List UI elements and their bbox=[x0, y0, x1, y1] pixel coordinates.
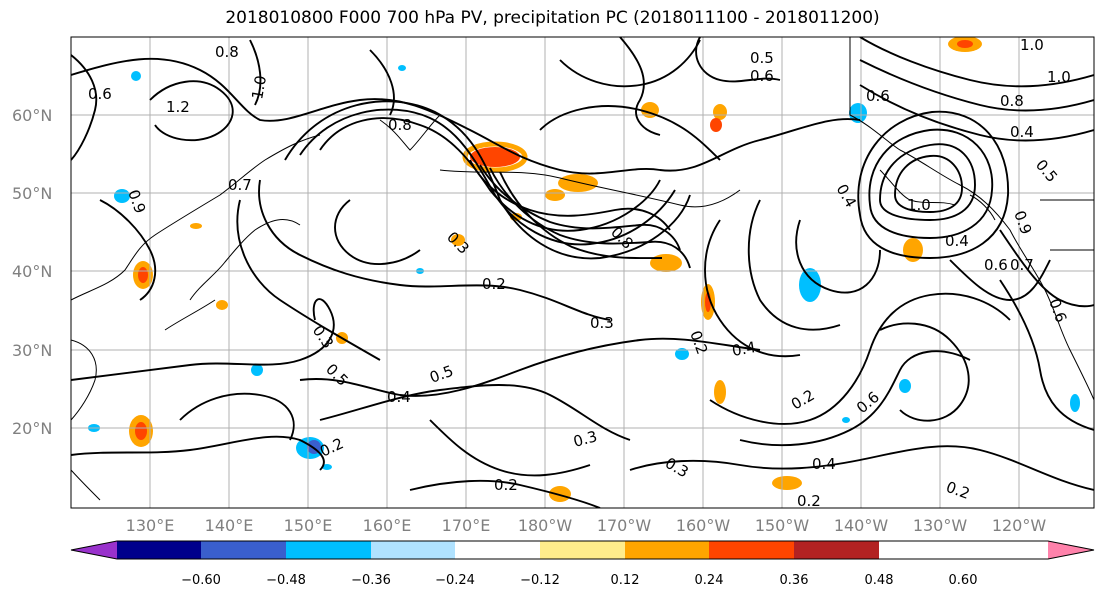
contour-label: 0.2 bbox=[482, 275, 506, 293]
colorbar-outline bbox=[70, 540, 1095, 560]
colorbar-swatch bbox=[455, 541, 540, 559]
pv-contours bbox=[71, 37, 1094, 508]
contour-label: 0.6 bbox=[88, 85, 112, 103]
lon-label: 180°W bbox=[518, 516, 573, 535]
contour-label: 0.8 bbox=[388, 116, 412, 134]
colorbar-tick-label: 0.48 bbox=[865, 573, 894, 588]
lon-label: 150°E bbox=[284, 516, 333, 535]
lat-label: 30°N bbox=[12, 341, 52, 360]
lon-label: 120°W bbox=[992, 516, 1047, 535]
contour-label: 0.2 bbox=[797, 492, 821, 510]
map-frame bbox=[70, 36, 1095, 509]
contour-label: 1.0 bbox=[1020, 36, 1044, 54]
contour-label: 1.0 bbox=[1047, 68, 1071, 86]
contour-label: 1.0 bbox=[907, 196, 931, 214]
coastlines bbox=[71, 37, 1094, 501]
lat-label: 20°N bbox=[12, 419, 52, 438]
lon-label: 160°W bbox=[676, 516, 731, 535]
colorbar-left-extension bbox=[71, 541, 117, 559]
colorbar-tick-label: −0.36 bbox=[351, 573, 391, 588]
contour-label: 0.3 bbox=[590, 314, 614, 332]
colorbar-tick-labels: −0.60 −0.48 −0.36 −0.24 −0.12 0.12 0.24 … bbox=[181, 573, 977, 588]
colorbar-swatch bbox=[286, 541, 371, 559]
colorbar-swatch bbox=[540, 541, 625, 559]
longitude-labels: 130°E 140°E 150°E 160°E 170°E 180°W 170°… bbox=[126, 516, 1047, 535]
contour-label: 0.4 bbox=[387, 388, 411, 406]
lat-label: 40°N bbox=[12, 262, 52, 281]
colorbar-swatch bbox=[117, 541, 201, 559]
contour-label: 0.4 bbox=[812, 455, 836, 473]
precipitation-shading bbox=[88, 37, 1080, 502]
contour-label: 0.7 bbox=[1010, 256, 1034, 274]
lon-label: 150°W bbox=[755, 516, 810, 535]
colorbar-tick-label: 0.36 bbox=[780, 573, 809, 588]
colorbar-tick-label: −0.60 bbox=[181, 573, 221, 588]
colorbar-swatch bbox=[794, 541, 879, 559]
lat-label: 50°N bbox=[12, 184, 52, 203]
colorbar-swatch bbox=[625, 541, 709, 559]
contour-label: 0.6 bbox=[750, 67, 774, 85]
lon-label: 170°E bbox=[442, 516, 491, 535]
latitude-labels: 60°N 50°N 40°N 30°N 20°N bbox=[12, 106, 52, 438]
contour-label: 0.7 bbox=[228, 176, 252, 194]
contour-label: 1.0 bbox=[248, 74, 270, 101]
contour-label: 0.4 bbox=[945, 232, 969, 250]
colorbar-tick-label: −0.24 bbox=[435, 573, 475, 588]
contour-label: 0.6 bbox=[984, 256, 1008, 274]
colorbar-tick-label: 0.24 bbox=[695, 573, 724, 588]
lon-label: 130°W bbox=[913, 516, 968, 535]
contour-label: 1.2 bbox=[166, 98, 190, 116]
lon-label: 170°W bbox=[597, 516, 652, 535]
colorbar-swatch bbox=[371, 541, 455, 559]
colorbar-tick-label: 0.60 bbox=[949, 573, 978, 588]
contour-label: 0.3 bbox=[571, 427, 599, 451]
contour-label: 0.4 bbox=[731, 338, 758, 360]
map-title: 2018010800 F000 700 hPa PV, precipitatio… bbox=[225, 8, 880, 28]
colorbar-tick-label: −0.12 bbox=[520, 573, 560, 588]
lon-label: 160°E bbox=[363, 516, 412, 535]
lat-label: 60°N bbox=[12, 106, 52, 125]
lon-label: 130°E bbox=[126, 516, 175, 535]
lon-label: 140°E bbox=[205, 516, 254, 535]
colorbar-swatch bbox=[709, 541, 794, 559]
contour-label: 0.2 bbox=[494, 476, 518, 494]
colorbar-tick-label: 0.12 bbox=[611, 573, 640, 588]
contour-label: 0.5 bbox=[750, 49, 774, 67]
contour-label: 0.4 bbox=[1010, 123, 1034, 141]
map-plot-area: 0.8 1.2 1.0 0.6 0.7 0.9 0.5 0.6 0.8 1.0 … bbox=[71, 36, 1094, 510]
contour-label: 0.8 bbox=[215, 43, 239, 61]
colorbar-right-extension bbox=[1048, 541, 1094, 559]
lon-label: 140°W bbox=[834, 516, 889, 535]
colorbar: −0.60 −0.48 −0.36 −0.24 −0.12 0.12 0.24 … bbox=[70, 540, 1095, 588]
colorbar-swatch bbox=[201, 541, 286, 559]
colorbar-tick-label: −0.48 bbox=[266, 573, 306, 588]
contour-label: 0.8 bbox=[1000, 92, 1024, 110]
contour-label: 0.6 bbox=[866, 87, 890, 105]
